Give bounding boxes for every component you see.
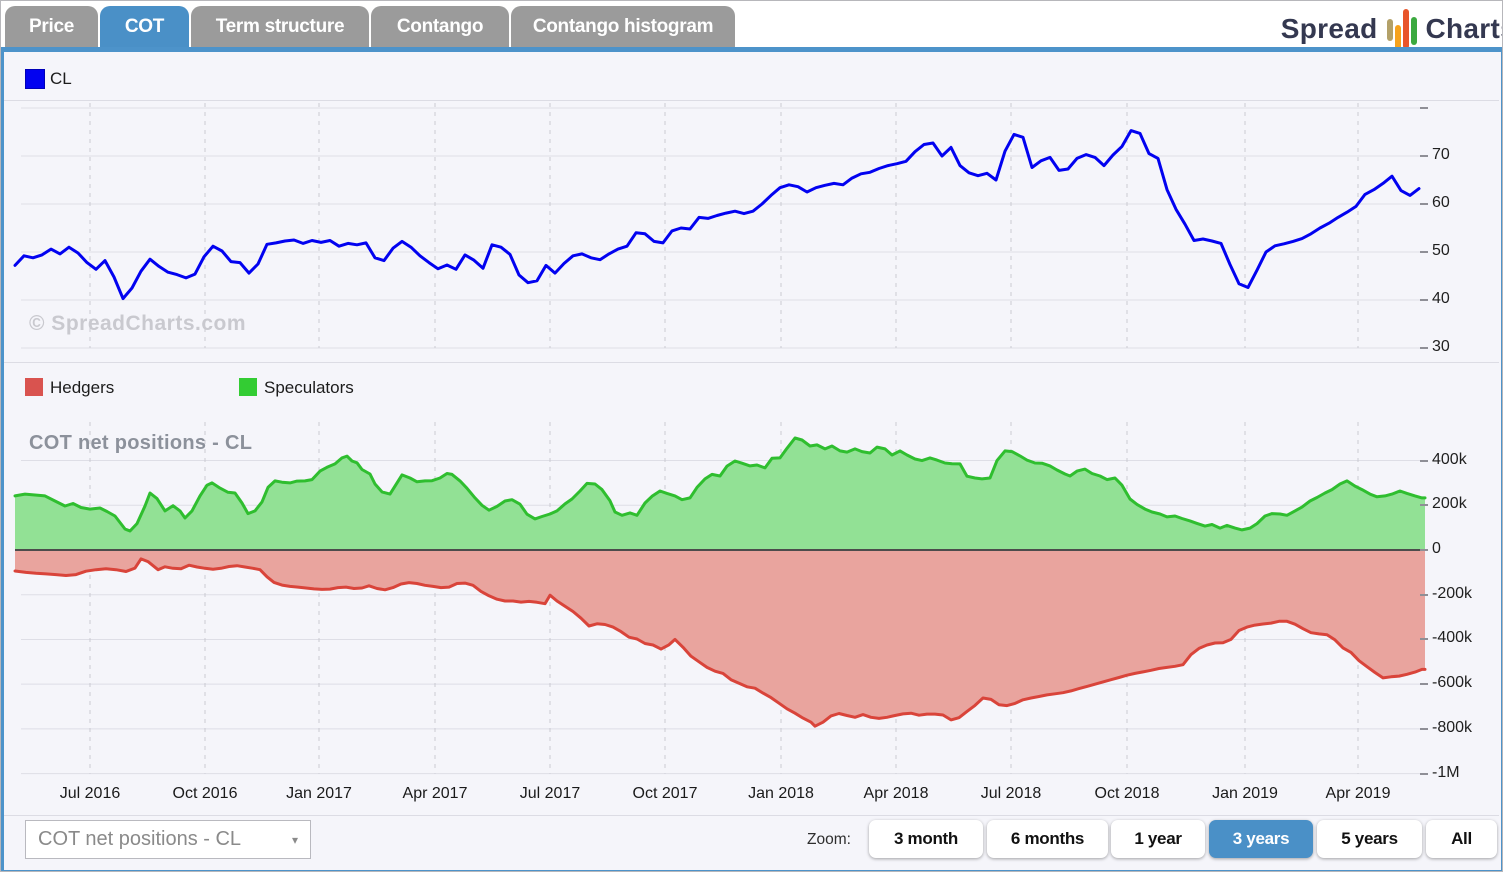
price-line [13,129,1421,301]
cot-y-label: -800k [1432,718,1473,736]
zoom-button-1-year[interactable]: 1 year [1111,820,1205,858]
zoom-button-3-years-label: 3 years [1232,829,1290,848]
hedgers-line [13,557,1427,728]
x-axis-label: Jul 2018 [980,785,1042,802]
x-axis-label: Jan 2018 [748,785,814,802]
x-axis-label: Jul 2017 [519,785,581,802]
zoom-button-5-years[interactable]: 5 years [1317,820,1422,858]
x-axis-label: Oct 2017 [632,785,698,802]
speculators-area [15,438,1425,550]
y-tick-mark [1420,203,1428,205]
tab-term-structure[interactable]: Term structure [191,6,369,47]
tab-contango-histogram[interactable]: Contango histogram [511,6,735,47]
speculators-legend-swatch [239,378,257,396]
tab-cot[interactable]: COT [100,6,189,47]
zoom-button-all-label: All [1451,829,1472,848]
zoom-button-3-month-label: 3 month [893,829,958,848]
cot-y-label: -600k [1432,674,1473,692]
y-tick-mark [1420,155,1428,157]
x-axis-label: Apr 2019 [1325,785,1391,802]
zoom-button-3-years[interactable]: 3 years [1209,820,1313,858]
zoom-button-6-months-label: 6 months [1010,829,1085,848]
price-y-label: 40 [1432,290,1450,307]
y-tick-mark [1420,251,1428,253]
zoom-button-1-year-label: 1 year [1134,829,1182,848]
y-tick-mark [1420,107,1428,109]
y-tick-mark [1420,727,1428,730]
logo-text-charts: Charts [1425,13,1503,44]
x-axis-label: Jan 2019 [1212,785,1278,802]
spreadcharts-logo[interactable]: Spread Charts [1280,7,1503,53]
chart-panel [1,47,1502,871]
hedgers-legend-label: Hedgers [50,378,115,397]
hedgers-legend-swatch [25,378,43,396]
y-tick-mark [1420,772,1428,775]
tab-cot-label: COT [124,15,165,37]
hedgers-area [15,550,1425,727]
divider-mid [4,362,1499,363]
cot-chart-title: COT net positions - CL [29,432,253,454]
cl-legend-swatch [25,69,45,89]
chevron-down-icon: ▾ [291,832,298,847]
divider-top [4,100,1499,101]
speculators-legend-label: Speculators [264,378,354,397]
zoom-button-all[interactable]: All [1426,820,1497,858]
cot-y-label: -400k [1432,629,1473,647]
x-axis-label: Apr 2018 [863,785,929,802]
divider-bottom [4,815,1499,816]
y-tick-mark [1420,593,1428,596]
y-tick-mark [1420,459,1428,462]
y-tick-mark [1420,347,1428,349]
tab-price-label: Price [29,15,74,37]
speculators-line [13,436,1427,533]
tab-contango-label: Contango [396,15,484,37]
price-y-label: 60 [1432,194,1450,211]
y-tick-mark [1420,683,1428,686]
zoom-label: Zoom: [807,831,851,848]
tab-term-structure-label: Term structure [215,15,345,37]
tab-price[interactable]: Price [5,6,98,47]
cot-y-label: -200k [1432,584,1473,602]
zoom-button-3-month[interactable]: 3 month [869,820,983,858]
chart-type-select[interactable]: COT net positions - CL ▾ [25,820,311,859]
price-y-label: 70 [1432,146,1450,163]
watermark: © SpreadCharts.com [29,312,247,335]
cot-y-label: 0 [1432,540,1441,557]
tab-contango-histogram-label: Contango histogram [532,15,714,37]
chart-type-select-value: COT net positions - CL [38,828,242,850]
cot-y-label: -1M [1432,763,1460,781]
x-axis-label: Apr 2017 [402,785,468,802]
logo-text-spread: Spread [1280,13,1378,44]
cot-y-label: 200k [1432,495,1467,513]
cl-legend-label: CL [50,69,72,88]
zoom-button-5-years-label: 5 years [1341,829,1398,848]
cot-y-label: 400k [1432,450,1467,468]
y-tick-mark [1420,549,1428,551]
logo-bars-icon [1386,7,1417,53]
price-y-label: 30 [1432,338,1450,355]
price-chart[interactable] [1,101,1503,362]
x-axis-label: Jul 2016 [59,785,121,802]
y-tick-mark [1420,504,1428,507]
x-axis-label: Oct 2018 [1094,785,1160,802]
tab-contango[interactable]: Contango [371,6,509,47]
tab-bar: Price COT Term structure Contango Contan… [1,6,1502,47]
zoom-button-6-months[interactable]: 6 months [987,820,1108,858]
y-tick-mark [1420,299,1428,301]
x-axis-label: Oct 2016 [172,785,238,802]
cot-chart[interactable] [1,414,1503,794]
price-y-label: 50 [1432,242,1450,259]
y-tick-mark [1420,638,1428,641]
x-axis-label: Jan 2017 [286,785,352,802]
